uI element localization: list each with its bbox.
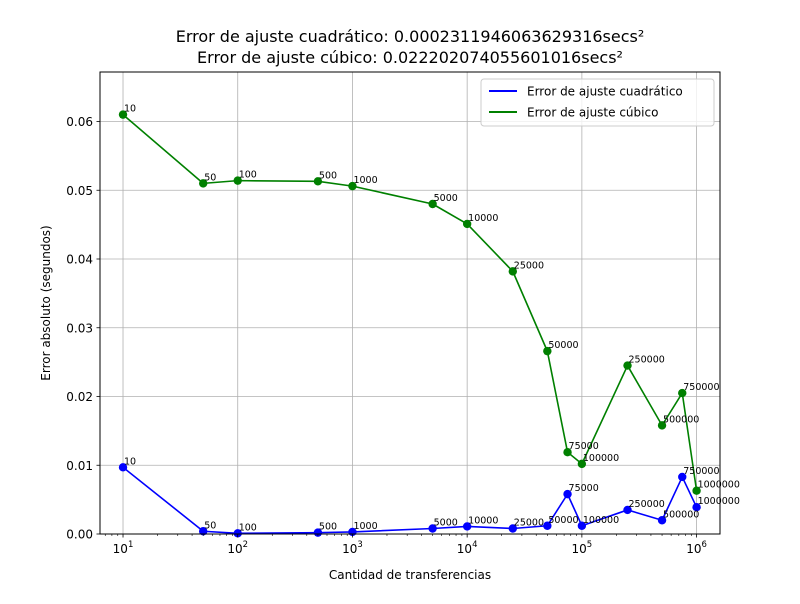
data-label: 10: [124, 104, 136, 115]
data-label: 250000: [629, 355, 665, 366]
y-tick-label: 0.01: [66, 459, 93, 473]
data-label: 75000: [569, 441, 599, 452]
data-label: 100000: [583, 453, 619, 464]
data-label: 1000: [353, 175, 377, 186]
data-point: [118, 463, 128, 472]
data-point: [118, 110, 128, 119]
x-tick-label: 103: [342, 540, 363, 556]
y-tick-label: 0.05: [66, 184, 93, 198]
data-label: 10000: [468, 213, 498, 224]
data-point: [692, 486, 701, 495]
data-point: [623, 505, 632, 515]
x-tick-label: 101: [113, 540, 134, 556]
data-label: 10000: [468, 515, 498, 526]
data-label: 10: [124, 456, 136, 467]
x-tick-label: 105: [572, 540, 593, 556]
y-axis-label: Error absoluto (segundos): [39, 225, 53, 380]
data-label: 50: [204, 520, 216, 531]
data-point: [657, 516, 667, 525]
data-point: [623, 361, 632, 370]
data-point: [348, 181, 357, 191]
data-label: 250000: [629, 499, 665, 510]
y-tick-label: 0.04: [66, 253, 93, 267]
data-point: [198, 527, 208, 536]
data-point: [233, 176, 242, 185]
data-point: [462, 219, 472, 229]
y-tick-label: 0.06: [66, 115, 93, 129]
x-tick-label: 102: [227, 540, 248, 556]
data-label: 100: [239, 522, 257, 533]
data-label: 1000000: [698, 496, 740, 507]
data-label: 500000: [663, 509, 699, 520]
data-point: [428, 524, 437, 533]
data-point: [508, 524, 518, 533]
title-line-2: Error de ajuste cúbico: 0.02220207405560…: [197, 48, 623, 67]
data-point: [543, 346, 552, 356]
x-tick-label: 104: [457, 540, 478, 556]
data-point: [428, 199, 437, 209]
y-tick-label: 0.03: [66, 321, 93, 335]
data-point: [577, 521, 587, 530]
data-point: [563, 489, 572, 499]
x-tick-label: 106: [686, 540, 707, 556]
chart-title: Error de ajuste cuadrático: 0.0002311946…: [176, 27, 645, 67]
data-point: [678, 388, 687, 398]
series-line-1: [122, 114, 698, 491]
data-label: 500: [319, 522, 337, 533]
data-point: [692, 502, 701, 512]
data-point: [462, 522, 472, 531]
data-label: 75000: [569, 483, 599, 494]
series-layer: [118, 110, 701, 538]
data-label: 750000: [683, 466, 719, 477]
data-label: 25000: [514, 518, 544, 529]
y-tick-label: 0.00: [66, 528, 93, 542]
data-label: 25000: [514, 260, 544, 271]
legend-label-cubic: Error de ajuste cúbico: [527, 106, 658, 120]
data-label: 500: [319, 170, 337, 181]
data-label: 5000: [434, 518, 458, 529]
legend: Error de ajuste cuadrático Error de ajus…: [480, 78, 715, 127]
title-line-1: Error de ajuste cuadrático: 0.0002311946…: [176, 27, 645, 46]
y-tick-label: 0.02: [66, 390, 93, 404]
data-point: [313, 528, 323, 537]
data-point: [508, 267, 518, 276]
data-label: 50: [204, 172, 216, 183]
data-label: 5000: [434, 193, 458, 204]
plot-frame: [99, 71, 721, 535]
data-point: [577, 459, 587, 469]
data-label: 750000: [683, 382, 719, 393]
data-label: 500000: [663, 414, 699, 425]
grid: [100, 72, 720, 535]
legend-box: [480, 78, 715, 127]
legend-label-quadratic: Error de ajuste cuadrático: [527, 85, 683, 99]
axis-ticks: 0.00 0.01 0.02 0.03 0.04 0.05 0.06 101 102 103 104…: [66, 115, 707, 556]
data-point: [233, 529, 242, 538]
data-point: [563, 447, 572, 457]
x-axis-label: Cantidad de transferencias: [329, 568, 491, 582]
data-label: 100: [239, 170, 257, 181]
data-point: [657, 421, 667, 430]
data-point: [313, 177, 323, 186]
data-label: 100000: [583, 515, 619, 526]
data-point: [198, 179, 208, 188]
data-label: 50000: [548, 340, 578, 351]
data-label: 1000: [353, 521, 377, 532]
data-point: [678, 472, 687, 482]
data-point: [543, 521, 552, 530]
data-label: 1000000: [698, 480, 740, 491]
data-label: 50000: [548, 515, 578, 526]
